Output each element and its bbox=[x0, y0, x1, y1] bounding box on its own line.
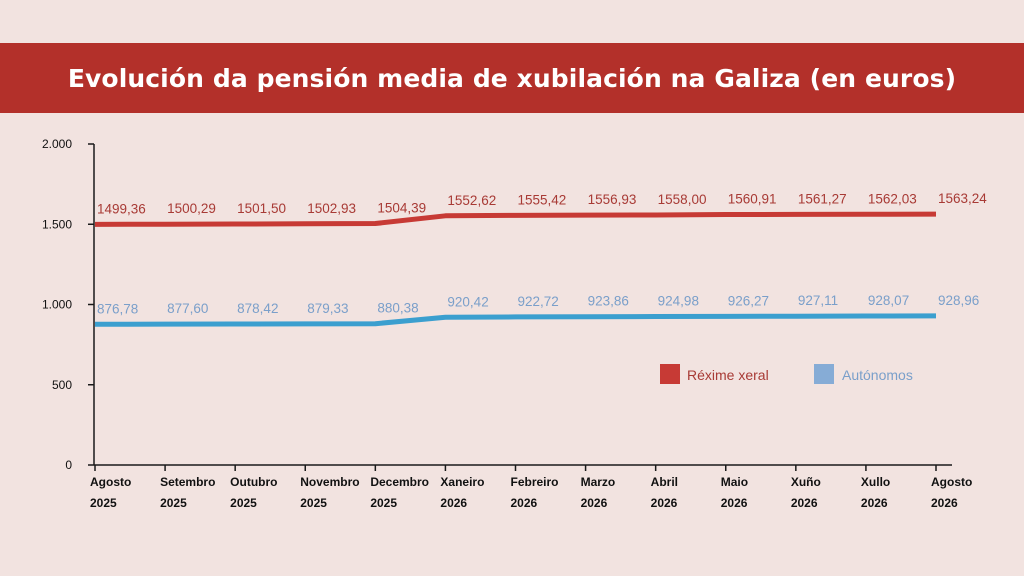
series-line-rexime-xeral bbox=[94, 211, 937, 227]
data-label: 1500,29 bbox=[167, 201, 216, 216]
data-label: 926,27 bbox=[728, 293, 769, 308]
data-label: 1561,27 bbox=[798, 191, 847, 206]
y-tick-label: 1.000 bbox=[42, 298, 72, 312]
data-label: 1560,91 bbox=[728, 191, 777, 206]
x-tick-label-year: 2026 bbox=[651, 496, 678, 510]
data-label: 1558,00 bbox=[658, 192, 707, 207]
data-label: 928,07 bbox=[868, 293, 909, 308]
x-tick-label-year: 2025 bbox=[160, 496, 187, 510]
x-tick-label: Setembro bbox=[160, 475, 215, 489]
legend-label: Autónomos bbox=[842, 367, 913, 383]
data-label: 1501,50 bbox=[237, 201, 286, 216]
title-banner: Evolución da pensión media de xubilación… bbox=[0, 43, 1024, 113]
x-tick-label: Maio bbox=[721, 475, 748, 489]
data-label: 876,78 bbox=[97, 301, 138, 316]
x-tick-label: Outubro bbox=[230, 475, 277, 489]
data-label: 1552,62 bbox=[447, 193, 496, 208]
data-label: 1563,24 bbox=[938, 191, 987, 206]
series-line-autonomos bbox=[94, 313, 937, 327]
data-label: 880,38 bbox=[377, 301, 418, 316]
data-label: 1504,39 bbox=[377, 201, 426, 216]
x-tick-label-year: 2026 bbox=[931, 496, 958, 510]
data-label: 920,42 bbox=[447, 294, 488, 309]
data-label: 923,86 bbox=[588, 294, 629, 309]
legend-label: Réxime xeral bbox=[687, 367, 769, 383]
x-tick-label-year: 2025 bbox=[230, 496, 257, 510]
data-label: 1502,93 bbox=[307, 201, 356, 216]
x-tick-label-year: 2025 bbox=[370, 496, 397, 510]
x-tick-label: Novembro bbox=[300, 475, 359, 489]
x-tick-label-year: 2025 bbox=[90, 496, 117, 510]
x-tick-label-year: 2026 bbox=[861, 496, 888, 510]
y-tick-label: 2.000 bbox=[42, 137, 72, 151]
y-tick-label: 0 bbox=[65, 458, 72, 472]
x-tick-label-year: 2026 bbox=[511, 496, 538, 510]
x-tick-label-year: 2026 bbox=[581, 496, 608, 510]
x-tick-label-year: 2026 bbox=[721, 496, 748, 510]
x-tick-label: Agosto bbox=[931, 475, 972, 489]
legend-swatch bbox=[660, 364, 680, 384]
data-label: 1562,03 bbox=[868, 191, 917, 206]
x-tick-label: Marzo bbox=[581, 475, 616, 489]
x-tick-label: Xuño bbox=[791, 475, 821, 489]
x-tick-label-year: 2026 bbox=[440, 496, 467, 510]
x-tick-label: Abril bbox=[651, 475, 678, 489]
chart-title: Evolución da pensión media de xubilación… bbox=[67, 63, 957, 93]
data-label: 1555,42 bbox=[518, 192, 567, 207]
y-tick-label: 500 bbox=[52, 378, 72, 392]
x-tick-label: Febreiro bbox=[511, 475, 559, 489]
data-label: 928,96 bbox=[938, 293, 979, 308]
x-tick-label: Xaneiro bbox=[440, 475, 484, 489]
data-label: 879,33 bbox=[307, 301, 348, 316]
data-label: 1556,93 bbox=[588, 192, 637, 207]
x-tick-label-year: 2025 bbox=[300, 496, 327, 510]
data-label: 924,98 bbox=[658, 294, 699, 309]
data-label: 922,72 bbox=[518, 294, 559, 309]
x-tick-label: Decembro bbox=[370, 475, 429, 489]
data-label: 1499,36 bbox=[97, 201, 146, 216]
x-tick-label: Xullo bbox=[861, 475, 890, 489]
x-tick-label-year: 2026 bbox=[791, 496, 818, 510]
legend-swatch bbox=[814, 364, 834, 384]
data-label: 927,11 bbox=[798, 293, 838, 308]
data-label: 877,60 bbox=[167, 301, 208, 316]
y-tick-label: 1.500 bbox=[42, 217, 72, 231]
x-tick-label: Agosto bbox=[90, 475, 131, 489]
data-label: 878,42 bbox=[237, 301, 278, 316]
